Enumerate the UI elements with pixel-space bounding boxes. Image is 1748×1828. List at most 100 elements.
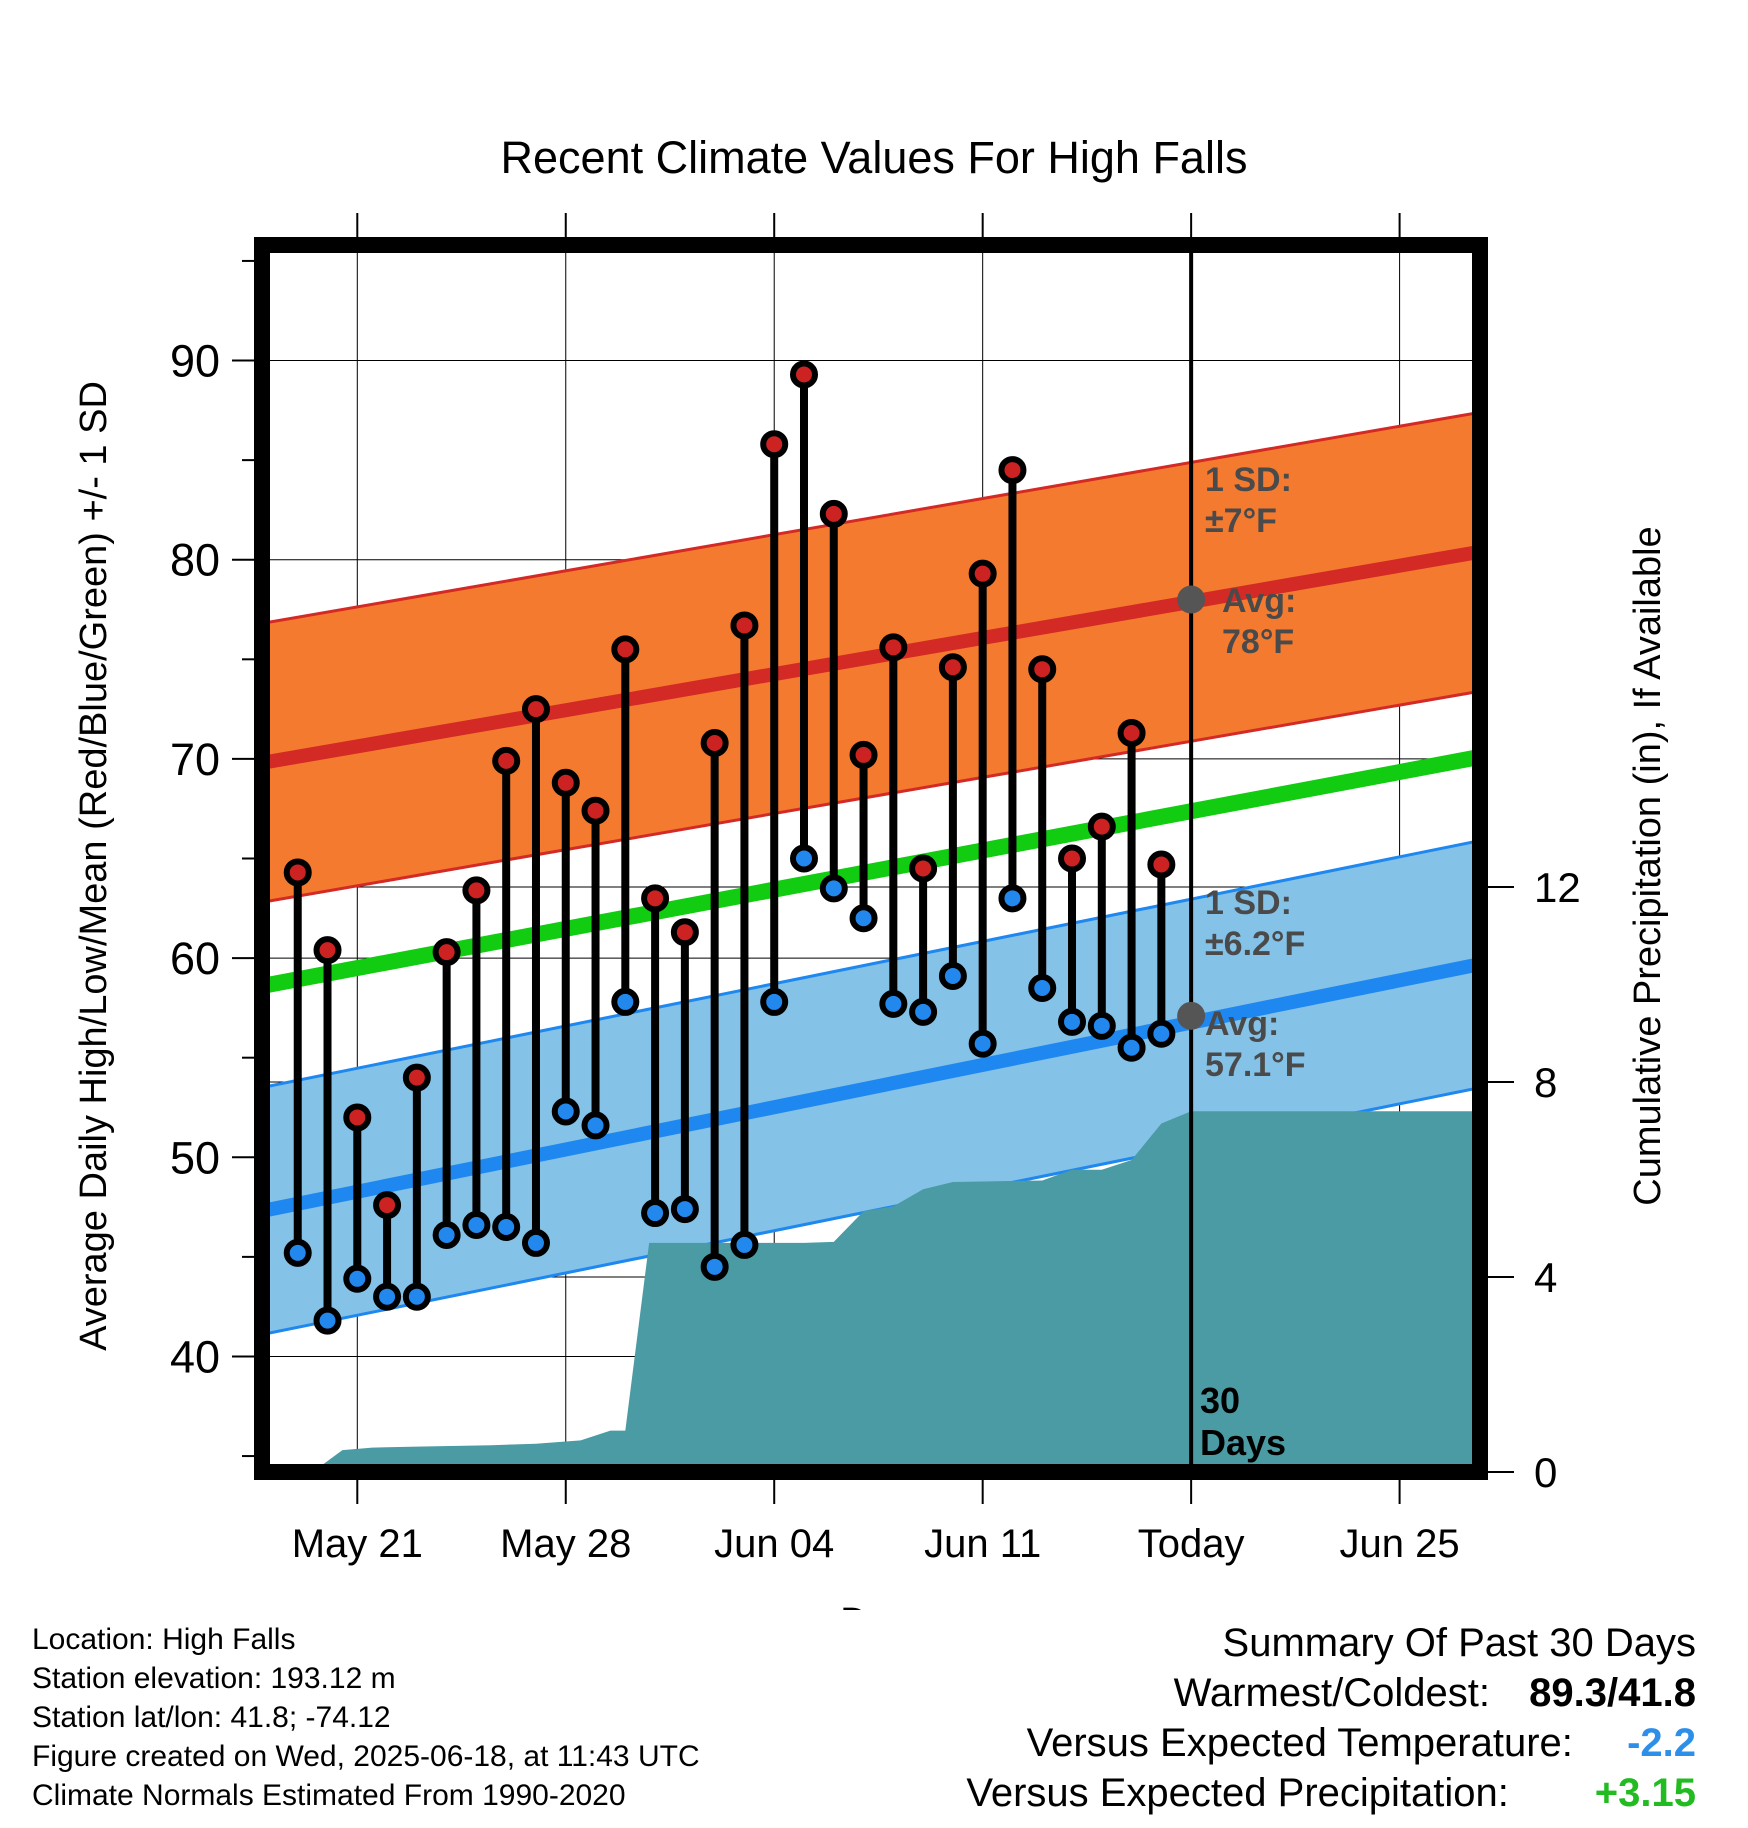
created-text: Figure created on Wed, 2025-06-18, at 11…	[32, 1740, 700, 1773]
x-tick-label: Jun 11	[924, 1522, 1041, 1566]
daily-low-point	[551, 1097, 580, 1126]
daily-low-point	[909, 997, 938, 1026]
daily-low-point	[313, 1306, 342, 1335]
x-axis-label: Day	[840, 1601, 908, 1610]
precip-departure-value: +3.15	[1594, 1771, 1696, 1815]
high-avg-label: Avg:	[1222, 582, 1296, 620]
daily-low-point	[998, 884, 1027, 913]
y-tick-label: 40	[170, 1331, 220, 1382]
plot-frame	[254, 237, 1488, 1480]
daily-low-point	[283, 1238, 312, 1267]
daily-low-point	[641, 1199, 670, 1228]
daily-high-point	[849, 740, 878, 769]
daily-low-point	[521, 1228, 550, 1257]
precip-label: Versus Expected Precipitation:	[966, 1771, 1509, 1815]
daily-high-point	[998, 456, 1027, 485]
plot-content	[262, 245, 1480, 1472]
cumulative-precip-area	[312, 1111, 1480, 1472]
coldest-value: 41.8	[1618, 1671, 1696, 1715]
summary-temp-row: Versus Expected Temperature: -2.2	[966, 1718, 1696, 1768]
daily-low-point	[968, 1029, 997, 1058]
daily-high-point	[373, 1191, 402, 1220]
y2-axis-label: Cumulative Precipitation (in), If Availa…	[1627, 526, 1669, 1205]
low-avg-value: 57.1°F	[1205, 1046, 1306, 1084]
daily-high-point	[730, 611, 759, 640]
normal-low-avg-line	[262, 957, 1480, 1218]
y-tick-label: 60	[170, 933, 220, 984]
daily-low-point	[700, 1252, 729, 1281]
warmest-label: Warmest/Coldest:	[1173, 1671, 1491, 1715]
daily-high-point	[909, 854, 938, 883]
y2-tick-label: 4	[1534, 1254, 1557, 1301]
y2-tick-label: 0	[1534, 1449, 1557, 1496]
daily-high-point	[462, 876, 491, 905]
daily-low-point	[760, 987, 789, 1016]
daily-low-point	[402, 1282, 431, 1311]
y-tick-label: 50	[170, 1132, 220, 1183]
daily-low-point	[581, 1111, 610, 1140]
daily-low-point	[849, 904, 878, 933]
daily-low-point	[879, 989, 908, 1018]
station-info: Location: High Falls Station elevation: …	[32, 1620, 700, 1815]
low-avg-label: Avg:	[1205, 1005, 1279, 1043]
daily-high-point	[581, 796, 610, 825]
daily-high-point	[1087, 812, 1116, 841]
daily-high-point	[789, 360, 818, 389]
normals-text: Climate Normals Estimated From 1990-2020	[32, 1779, 626, 1812]
y-tick-label: 90	[170, 336, 220, 387]
daily-low-point	[670, 1195, 699, 1224]
daily-high-point	[700, 728, 729, 757]
daily-low-point	[789, 844, 818, 873]
daily-high-point	[343, 1103, 372, 1132]
daily-low-point	[462, 1211, 491, 1240]
daily-high-point	[521, 695, 550, 724]
summary-title: Summary Of Past 30 Days	[1222, 1621, 1696, 1665]
daily-high-point	[641, 884, 670, 913]
daily-high-point	[879, 633, 908, 662]
today-label-count: 30	[1200, 1380, 1240, 1421]
high-sd-label: 1 SD:	[1205, 461, 1292, 499]
summary-warmest-row: Warmest/Coldest: 89.3/41.8	[1173, 1671, 1696, 1715]
summary-precip-row: Versus Expected Precipitation: +3.15	[966, 1768, 1696, 1818]
daily-low-point	[1117, 1033, 1146, 1062]
y-tick-label: 80	[170, 535, 220, 586]
normal-low-upper-sd-line	[262, 839, 1480, 1090]
daily-low-point	[1058, 1007, 1087, 1036]
daily-low-point	[432, 1220, 461, 1249]
climate-chart: Recent Climate Values For High Falls 1 S…	[73, 132, 1669, 1610]
daily-low-point	[373, 1282, 402, 1311]
daily-low-point	[492, 1212, 521, 1241]
today-label-unit: Days	[1200, 1422, 1286, 1463]
high-sd-value: ±7°F	[1205, 502, 1277, 540]
daily-low-point	[343, 1264, 372, 1293]
daily-low-point	[1087, 1011, 1116, 1040]
normal-mean-line	[262, 749, 1480, 994]
x-tick-label: Jun 04	[714, 1522, 834, 1566]
daily-high-point	[1117, 719, 1146, 748]
normal-high-upper-sd-line	[262, 410, 1480, 625]
daily-high-point	[551, 768, 580, 797]
y-axis-label: Average Daily High/Low/Mean (Red/Blue/Gr…	[73, 381, 115, 1351]
daily-low-point	[938, 962, 967, 991]
y-tick-label: 70	[170, 734, 220, 785]
daily-high-point	[432, 938, 461, 967]
x-tick-label: Today	[1138, 1522, 1245, 1566]
daily-high-point	[1028, 655, 1057, 684]
daily-high-point	[283, 858, 312, 887]
high-avg-value: 78°F	[1222, 623, 1294, 661]
daily-low-point	[730, 1230, 759, 1259]
daily-low-point	[1147, 1019, 1176, 1048]
y2-tick-label: 12	[1534, 864, 1581, 911]
x-tick-label: Jun 25	[1340, 1522, 1460, 1566]
normal-high-lower-sd-line	[262, 689, 1480, 904]
daily-high-point	[1058, 844, 1087, 873]
daily-high-point	[402, 1063, 431, 1092]
daily-low-point	[819, 874, 848, 903]
daily-high-point	[492, 746, 521, 775]
daily-high-point	[819, 499, 848, 528]
daily-high-point	[1147, 850, 1176, 879]
normal-high-avg-line	[262, 544, 1480, 770]
y2-tick-label: 8	[1534, 1059, 1557, 1106]
warmest-value: 89.3	[1529, 1671, 1608, 1715]
daily-high-point	[968, 559, 997, 588]
